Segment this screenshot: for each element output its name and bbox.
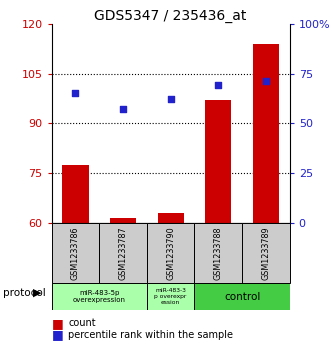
- Text: ■: ■: [52, 317, 63, 330]
- Point: [263, 78, 268, 84]
- Text: GSM1233786: GSM1233786: [71, 227, 80, 280]
- Bar: [52, 223, 99, 283]
- Text: GSM1233787: GSM1233787: [119, 227, 128, 280]
- Text: GSM1233790: GSM1233790: [166, 227, 175, 280]
- Point: [168, 97, 173, 102]
- Text: miR-483-5p
overexpression: miR-483-5p overexpression: [73, 290, 126, 303]
- Bar: [194, 283, 290, 310]
- Text: protocol: protocol: [3, 288, 46, 298]
- Bar: [194, 223, 242, 283]
- Text: ■: ■: [52, 328, 63, 341]
- Bar: [147, 283, 194, 310]
- Point: [216, 82, 221, 88]
- Text: miR-483-3
p overexpr
ession: miR-483-3 p overexpr ession: [155, 289, 187, 305]
- Bar: [52, 283, 147, 310]
- Bar: [110, 218, 136, 223]
- Bar: [158, 213, 184, 223]
- Point: [73, 90, 78, 96]
- Bar: [147, 223, 194, 283]
- Bar: [205, 100, 231, 223]
- Text: count: count: [68, 318, 96, 328]
- Bar: [253, 44, 279, 223]
- Point: [121, 106, 126, 112]
- Text: percentile rank within the sample: percentile rank within the sample: [68, 330, 233, 340]
- Text: control: control: [224, 292, 260, 302]
- Text: ▶: ▶: [33, 288, 42, 298]
- Bar: [62, 165, 89, 223]
- Bar: [99, 223, 147, 283]
- Title: GDS5347 / 235436_at: GDS5347 / 235436_at: [95, 9, 247, 23]
- Bar: [242, 223, 290, 283]
- Text: GSM1233789: GSM1233789: [261, 227, 270, 280]
- Text: GSM1233788: GSM1233788: [214, 227, 223, 280]
